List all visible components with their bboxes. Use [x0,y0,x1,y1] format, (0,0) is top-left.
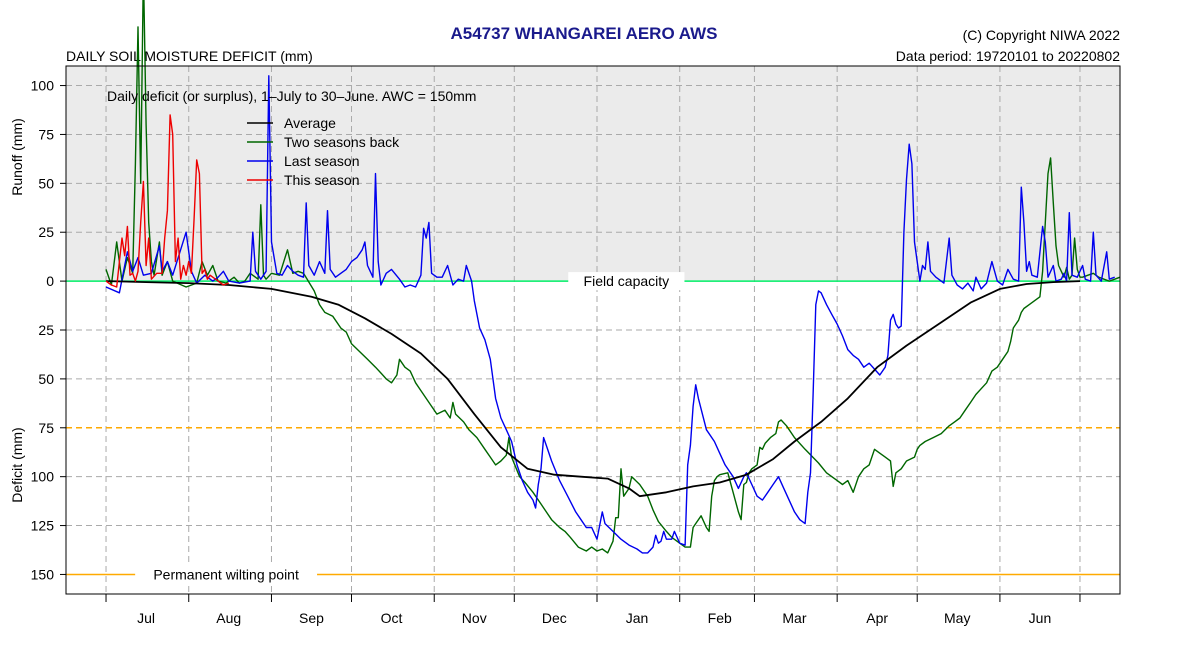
y-tick-label: 100 [31,469,55,485]
legend-label-last-season: Last season [284,153,360,169]
x-tick-label-nov: Nov [462,610,487,626]
reference-labels: Field capacity Permanent wilting point [135,272,685,584]
y-tick-label: 150 [31,566,55,582]
legend-label-two-seasons-back: Two seasons back [284,134,400,150]
deficit-axis-label: Deficit (mm) [9,427,25,502]
field-capacity-label-background [568,272,685,291]
x-tick-label-mar: Mar [782,610,806,626]
data-period-text: Data period: 19720101 to 20220802 [896,48,1120,64]
chart-title: A54737 WHANGAREI AERO AWS [450,24,717,43]
x-tick-label-jan: Jan [626,610,649,626]
x-tick-label-dec: Dec [542,610,567,626]
y-tick-label: 75 [38,126,54,142]
chart-subtitle: Daily deficit (or surplus), 1–July to 30… [107,88,476,104]
x-tick-label-jun: Jun [1029,610,1052,626]
y-tick-label: 50 [38,175,54,191]
permanent-wilting-point-label-background [135,565,318,584]
data-series [105,0,1121,554]
gridlines [66,66,1120,594]
axes: 100 75 50 25 0 25 50 75 100 125 150 Jul Aug Sep Oct Nov… [31,65,1121,626]
y-tick-label: 125 [31,518,55,534]
y-tick-label: 75 [38,420,54,436]
y-axis-main-label: DAILY SOIL MOISTURE DEFICIT (mm) [66,48,313,64]
series-line-two-seasons-back [105,0,1121,554]
permanent-wilting-point-label: Permanent wilting point [153,566,299,582]
x-tick-label-sep: Sep [299,610,324,626]
legend: Average Two seasons back Last season This s… [247,115,400,188]
y-tick-label: 0 [46,273,54,289]
y-tick-label: 100 [31,78,55,94]
x-tick-label-may: May [944,610,970,626]
y-tick-label: 25 [38,322,54,338]
y-tick-label: 50 [38,371,54,387]
x-tick-label-jul: Jul [137,610,155,626]
x-tick-label-aug: Aug [216,610,241,626]
x-tick-label-oct: Oct [381,610,403,626]
surplus-zone [66,66,1120,282]
field-capacity-label: Field capacity [584,273,670,289]
series-line-this-season [105,114,230,288]
plot-background [66,66,1120,282]
series-line-average [105,280,1081,498]
y-tick-label: 25 [38,224,54,240]
series-line-last-season [105,75,1115,554]
x-tick-label-apr: Apr [866,610,888,626]
x-tick-label-feb: Feb [708,610,732,626]
legend-label-average: Average [284,115,336,131]
copyright-text: (C) Copyright NIWA 2022 [963,27,1121,43]
legend-label-this-season: This season [284,172,359,188]
runoff-axis-label: Runoff (mm) [9,118,25,196]
